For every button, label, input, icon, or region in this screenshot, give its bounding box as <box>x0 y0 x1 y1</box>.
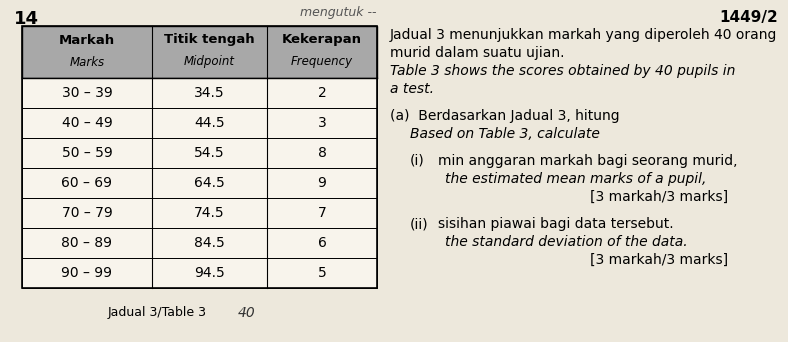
Text: 94.5: 94.5 <box>194 266 225 280</box>
Text: mengutuk --: mengutuk -- <box>300 6 377 19</box>
Bar <box>22 228 377 258</box>
Bar <box>22 26 377 78</box>
Text: Titik tengah: Titik tengah <box>164 34 255 47</box>
Text: sisihan piawai bagi data tersebut.: sisihan piawai bagi data tersebut. <box>438 217 674 231</box>
Bar <box>22 78 377 108</box>
Bar <box>22 26 377 288</box>
Text: 2: 2 <box>318 86 326 100</box>
Text: (i): (i) <box>410 154 425 168</box>
Text: (ii): (ii) <box>410 217 429 231</box>
Text: 40: 40 <box>238 306 256 320</box>
Text: 80 – 89: 80 – 89 <box>61 236 113 250</box>
Text: Table 3 shows the scores obtained by 40 pupils in: Table 3 shows the scores obtained by 40 … <box>390 64 735 78</box>
Text: 7: 7 <box>318 206 326 220</box>
Text: 84.5: 84.5 <box>194 236 225 250</box>
Text: 70 – 79: 70 – 79 <box>61 206 113 220</box>
Text: 14: 14 <box>14 10 39 28</box>
Bar <box>22 138 377 168</box>
Text: 5: 5 <box>318 266 326 280</box>
Text: 1449/2: 1449/2 <box>719 10 778 25</box>
Text: (a)  Berdasarkan Jadual 3, hitung: (a) Berdasarkan Jadual 3, hitung <box>390 109 619 123</box>
Text: 40 – 49: 40 – 49 <box>61 116 113 130</box>
Text: the standard deviation of the data.: the standard deviation of the data. <box>445 235 688 249</box>
Text: Based on Table 3, calculate: Based on Table 3, calculate <box>410 127 600 141</box>
Text: Jadual 3/Table 3: Jadual 3/Table 3 <box>107 306 206 319</box>
Text: the estimated mean marks of a pupil,: the estimated mean marks of a pupil, <box>445 172 706 186</box>
Text: min anggaran markah bagi seorang murid,: min anggaran markah bagi seorang murid, <box>438 154 738 168</box>
Text: Marks: Marks <box>69 55 105 68</box>
Text: 30 – 39: 30 – 39 <box>61 86 113 100</box>
Bar <box>22 198 377 228</box>
Bar <box>22 108 377 138</box>
Text: [3 markah/3 marks]: [3 markah/3 marks] <box>590 190 728 204</box>
Text: 64.5: 64.5 <box>194 176 225 190</box>
Text: 6: 6 <box>318 236 326 250</box>
Text: 60 – 69: 60 – 69 <box>61 176 113 190</box>
Text: Markah: Markah <box>59 34 115 47</box>
Text: a test.: a test. <box>390 82 434 96</box>
Text: 44.5: 44.5 <box>194 116 225 130</box>
Text: [3 markah/3 marks]: [3 markah/3 marks] <box>590 253 728 267</box>
Text: 50 – 59: 50 – 59 <box>61 146 113 160</box>
Text: 3: 3 <box>318 116 326 130</box>
Text: 9: 9 <box>318 176 326 190</box>
Text: Jadual 3 menunjukkan markah yang diperoleh 40 orang: Jadual 3 menunjukkan markah yang diperol… <box>390 28 778 42</box>
Text: Midpoint: Midpoint <box>184 55 235 68</box>
Text: 54.5: 54.5 <box>194 146 225 160</box>
Text: 8: 8 <box>318 146 326 160</box>
Text: Kekerapan: Kekerapan <box>282 34 362 47</box>
Text: 34.5: 34.5 <box>194 86 225 100</box>
Text: murid dalam suatu ujian.: murid dalam suatu ujian. <box>390 46 564 60</box>
Text: Frequency: Frequency <box>291 55 353 68</box>
Bar <box>22 258 377 288</box>
Text: 74.5: 74.5 <box>194 206 225 220</box>
Text: 90 – 99: 90 – 99 <box>61 266 113 280</box>
Bar <box>22 168 377 198</box>
